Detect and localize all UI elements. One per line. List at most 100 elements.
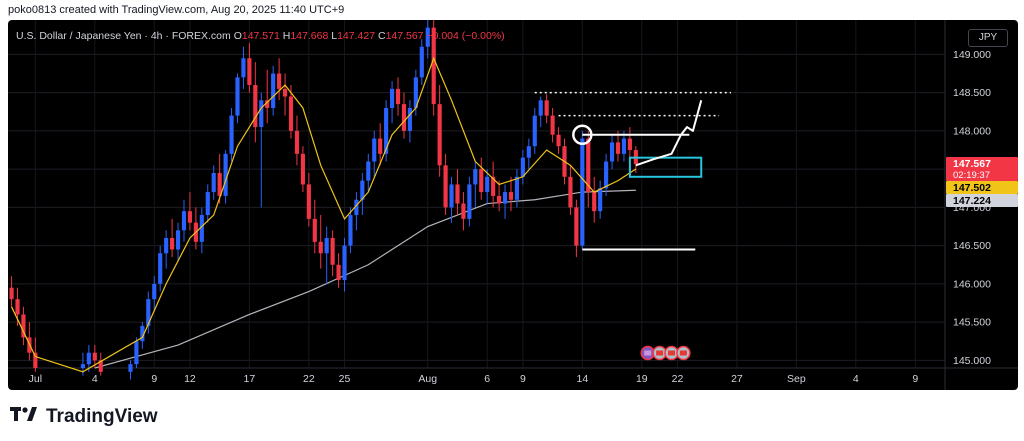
candle-body [461, 203, 466, 219]
candle-body [235, 77, 240, 116]
candle-body [271, 73, 276, 108]
low-value: 147.427 [337, 30, 376, 42]
price-label-value: 147.567 [953, 158, 991, 170]
candle-body [479, 169, 484, 193]
event-marker-glyph [668, 350, 676, 356]
candle-body [609, 142, 615, 162]
y-tick-label: 145.500 [953, 317, 991, 329]
currency-button[interactable]: JPY [968, 29, 1008, 47]
candle-body [175, 230, 181, 250]
y-tick-label: 149.000 [953, 49, 991, 61]
candle-body [556, 134, 561, 147]
x-tick-label: 9 [151, 373, 157, 385]
candle-body [473, 169, 478, 185]
x-tick-label: 22 [672, 373, 684, 385]
candle-body [508, 192, 514, 200]
candle-body [241, 58, 246, 78]
x-tick-label: 19 [636, 373, 648, 385]
y-tick-label: 146.000 [953, 278, 991, 290]
x-tick-label: 9 [520, 373, 526, 385]
candle-body [152, 283, 157, 300]
price-label-bg [946, 194, 1018, 208]
candle-body [425, 27, 430, 47]
candle-body [532, 115, 537, 147]
candle-body [544, 100, 549, 116]
candle-body [282, 88, 288, 97]
y-tick-label: 146.500 [953, 240, 991, 252]
candle-body [449, 184, 454, 208]
x-tick-label: 25 [339, 373, 351, 385]
candle-body [491, 176, 496, 196]
candle-body [181, 211, 187, 231]
us-flag-event-icon[interactable] [652, 345, 667, 361]
ma-fast-line [11, 56, 637, 373]
candle-body [604, 161, 609, 189]
us-flag-event-icon[interactable] [676, 345, 691, 361]
x-tick-label: Aug [418, 373, 437, 385]
projected-path-arrow [635, 100, 703, 167]
candle-body [199, 215, 204, 242]
candle-body [407, 107, 412, 131]
candle-body [372, 138, 377, 162]
price-label-countdown: 02:19:37 [953, 170, 990, 181]
candle-body [98, 360, 103, 372]
x-tick-label: 6 [484, 373, 490, 385]
attribution-text: poko0813 created with TradingView.com, A… [8, 4, 345, 16]
lightning-event-icon[interactable] [640, 345, 655, 361]
candle-body [187, 211, 193, 223]
candle-body [627, 138, 632, 151]
candle-body [366, 161, 371, 181]
symbol-name: U.S. Dollar / Japanese Yen · 4h · FOREX.… [16, 30, 231, 42]
candle-body [431, 27, 436, 105]
candle-body [146, 299, 151, 326]
candle-body [598, 188, 603, 212]
price-label-value: 147.224 [953, 195, 991, 207]
candle-body [330, 237, 335, 265]
candle-body [485, 176, 490, 193]
candle-body [384, 107, 389, 154]
candle-body [92, 352, 97, 361]
candle-body [580, 138, 585, 246]
candle-body [592, 192, 597, 212]
x-tick-label: 27 [731, 373, 743, 385]
candle-body [170, 237, 175, 250]
candle-body [134, 341, 139, 365]
candlestick-chart[interactable]: 149.000148.500148.000147.500147.000146.5… [8, 20, 1018, 390]
candle-body [378, 138, 383, 154]
candle-body [568, 176, 573, 208]
x-tick-label: 14 [576, 373, 588, 385]
candle-body [229, 115, 234, 154]
candle-body [318, 241, 323, 254]
x-tick-label: 17 [244, 373, 256, 385]
candle-body [520, 157, 525, 177]
candle-body [306, 184, 311, 219]
candle-body [526, 146, 531, 158]
x-tick-label: 4 [92, 373, 98, 385]
event-marker-glyph [656, 350, 664, 356]
candle-body [86, 352, 91, 365]
high-label: H [282, 30, 291, 42]
candle-body [9, 287, 14, 300]
tradingview-logo: TradingView [10, 405, 158, 429]
candle-body [277, 73, 282, 89]
candle-body [467, 184, 472, 219]
candle-body [21, 314, 26, 338]
candle-body [158, 253, 163, 284]
candle-body [413, 77, 418, 108]
candle-body [550, 115, 555, 135]
chart-panel[interactable]: 149.000148.500148.000147.500147.000146.5… [8, 20, 1018, 390]
candle-body [502, 192, 508, 204]
open-label: O [233, 30, 242, 42]
tradingview-wordmark: TradingView [46, 406, 158, 427]
x-tick-label: 12 [184, 373, 196, 385]
tradingview-logo-icon [10, 405, 40, 429]
candle-body [324, 237, 329, 254]
candle-body [294, 130, 300, 154]
high-value: 147.668 [290, 30, 329, 42]
us-flag-event-icon[interactable] [664, 345, 679, 361]
candle-body [265, 100, 270, 108]
demand-zone-box [628, 156, 703, 178]
candle-body [288, 96, 294, 131]
candle-body [621, 138, 627, 154]
price-label-bg [946, 181, 1018, 195]
